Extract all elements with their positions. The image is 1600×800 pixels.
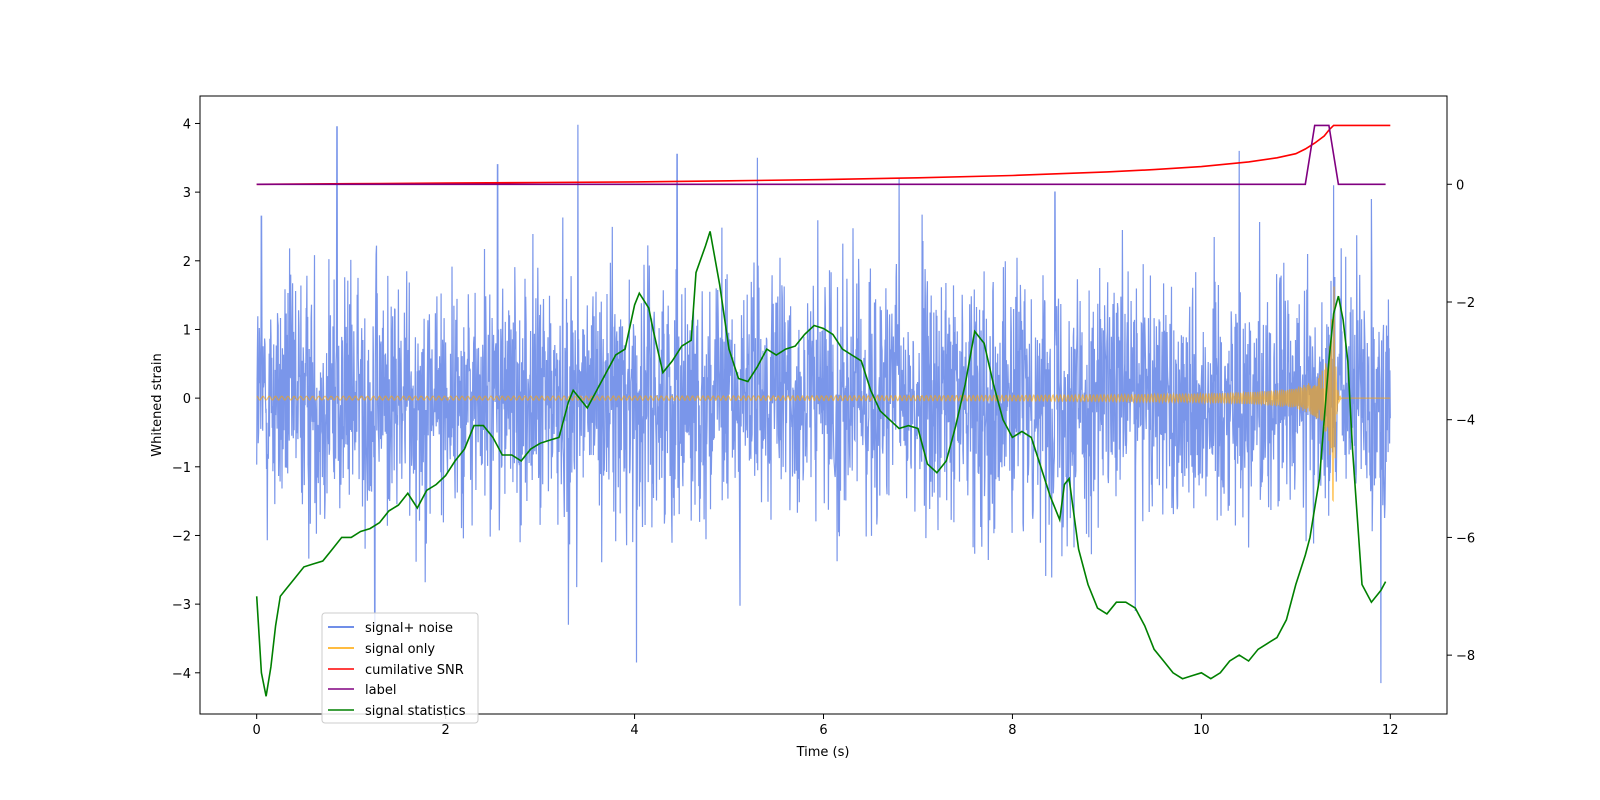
series-signal-plus-noise — [256, 124, 1391, 684]
legend-label: signal only — [365, 642, 435, 657]
y-tick-left-label: 2 — [183, 255, 191, 270]
x-tick-label: 2 — [441, 723, 449, 738]
series-label — [256, 124, 1386, 186]
legend-box — [321, 612, 479, 724]
x-tick-label: 10 — [1193, 723, 1210, 738]
series-signal-only — [256, 286, 1391, 503]
y-axis-left: −4 −3 −2 −1 0 1 2 3 4 — [172, 117, 200, 682]
legend-label: cumilative SNR — [365, 663, 464, 678]
y-tick-left-label: −1 — [172, 461, 191, 476]
legend-item: signal only — [328, 642, 435, 657]
legend-label: signal+ noise — [365, 621, 453, 636]
y-tick-left-label: −3 — [172, 598, 191, 613]
series-layer — [255, 124, 1391, 697]
legend-item: label — [328, 683, 396, 698]
legend-label: signal statistics — [365, 704, 466, 719]
y-tick-right-label: 0 — [1456, 178, 1464, 193]
legend: signal+ noise signal only cumilative SNR… — [321, 612, 479, 724]
legend-item: signal statistics — [328, 704, 466, 719]
x-tick-label: 6 — [819, 723, 827, 738]
y-tick-left-label: −4 — [172, 667, 191, 682]
y-tick-right-label: −4 — [1456, 414, 1475, 429]
y-axis-right: −8 −6 −4 −2 0 — [1447, 178, 1475, 664]
x-axis-label: Time (s) — [796, 745, 850, 760]
x-tick-label: 0 — [253, 723, 261, 738]
y-tick-right-label: −2 — [1456, 296, 1475, 311]
legend-label: label — [365, 683, 396, 698]
x-tick-label: 4 — [630, 723, 638, 738]
y-tick-right-label: −8 — [1456, 649, 1475, 664]
series-cumilative-snr — [256, 124, 1391, 186]
y-tick-left-label: 4 — [183, 117, 191, 132]
y-tick-left-label: 1 — [183, 323, 191, 338]
y-tick-left-label: 0 — [183, 392, 191, 407]
x-tick-label: 12 — [1382, 723, 1399, 738]
legend-item: signal+ noise — [328, 621, 453, 636]
y-tick-left-label: 3 — [183, 186, 191, 201]
y-tick-right-label: −6 — [1456, 531, 1475, 546]
legend-item: cumilative SNR — [328, 663, 464, 678]
series-signal-statistics — [255, 231, 1387, 697]
y-axis-label: Whitened strain — [150, 353, 165, 456]
y-tick-left-label: −2 — [172, 529, 191, 544]
x-tick-label: 8 — [1008, 723, 1016, 738]
